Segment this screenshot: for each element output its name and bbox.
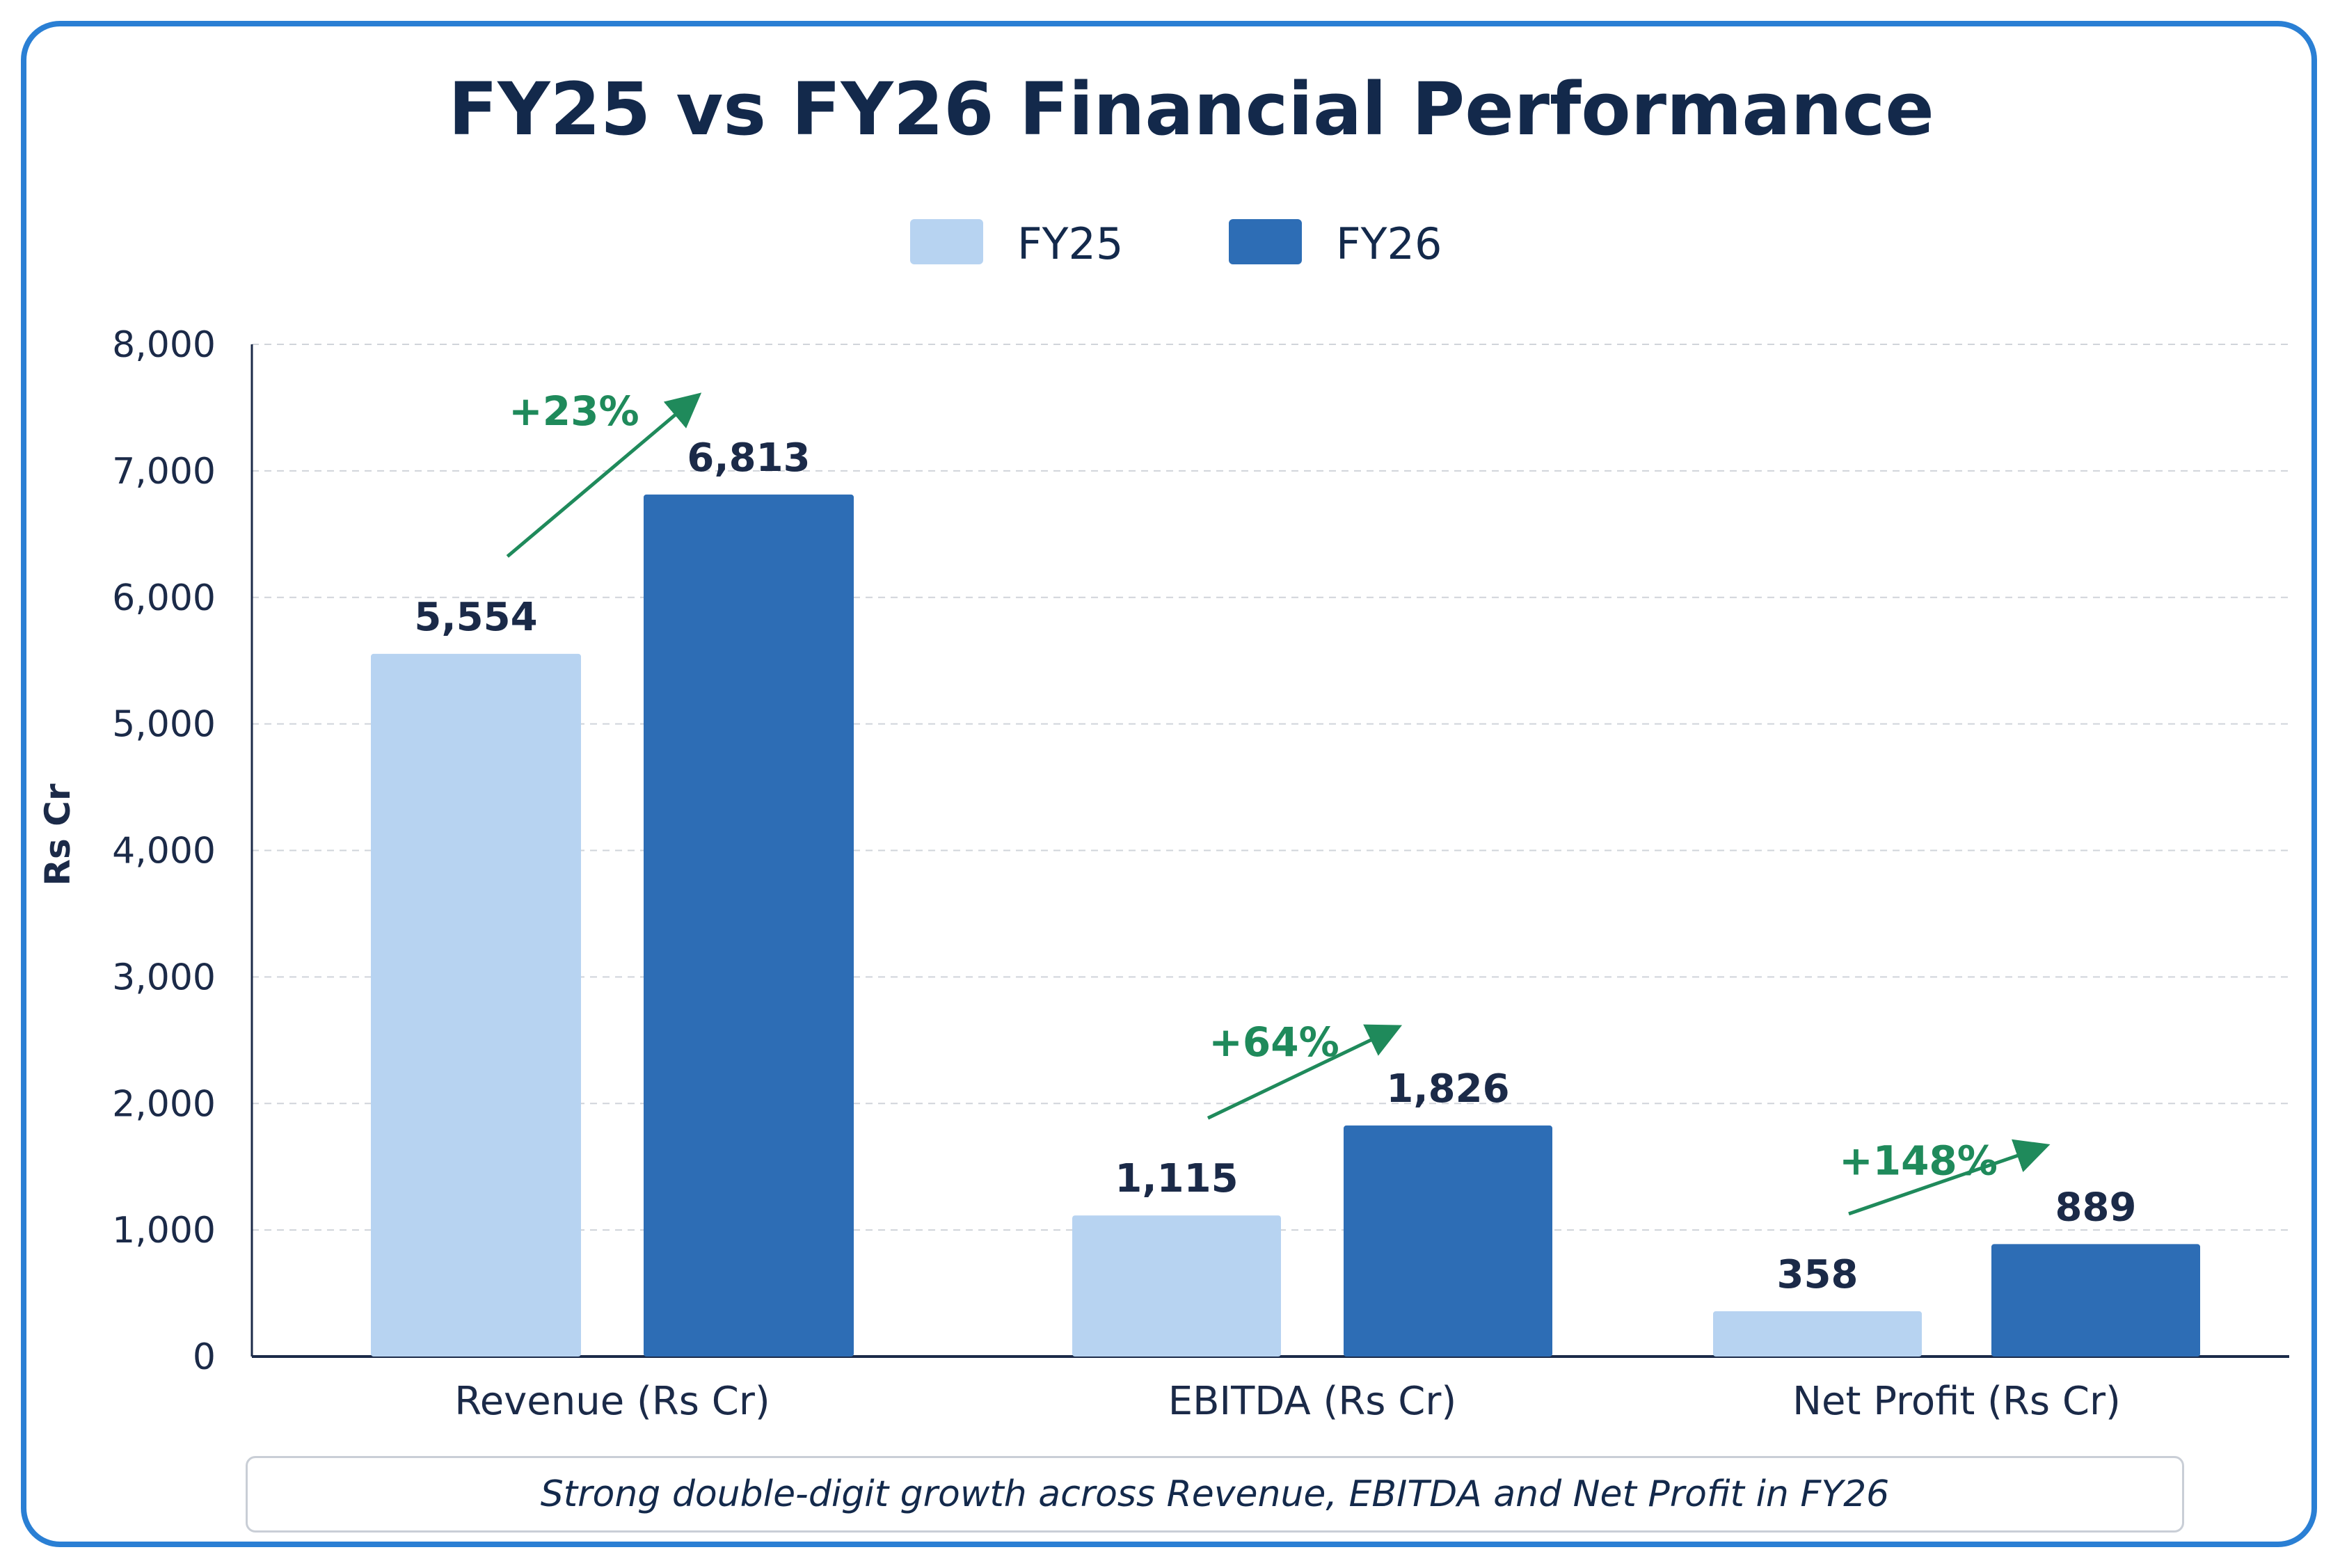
bar-fy26-2 [1991, 1244, 2200, 1357]
note-box: Strong double-digit growth across Revenu… [246, 1456, 2184, 1533]
y-tick-label: 6,000 [112, 577, 216, 619]
y-tick-label: 1,000 [112, 1210, 216, 1251]
y-tick-label: 8,000 [112, 324, 216, 366]
value-labels: 5,554 6,813 1,115 1,826 358 889 [414, 435, 2136, 1297]
value-label-fy25-0: 5,554 [414, 595, 537, 640]
bar-fy25-2 [1713, 1311, 1922, 1357]
legend-swatch-fy25 [910, 219, 983, 264]
bar-fy26-0 [644, 494, 854, 1357]
gridlines [252, 344, 2289, 1231]
legend-swatch-fy26 [1229, 219, 1302, 264]
y-tick-label: 7,000 [112, 451, 216, 493]
y-tick-label: 2,000 [112, 1083, 216, 1125]
value-label-fy26-2: 889 [2055, 1185, 2137, 1230]
growth-arrow-2 [1848, 1139, 2051, 1216]
y-axis-label: Rs Cr [38, 783, 78, 886]
growth-arrow-0 [506, 392, 702, 558]
legend-label-fy25: FY25 [1017, 218, 1123, 269]
growth-annotations: +23% +64% +148% [506, 387, 2051, 1216]
y-axis-ticks: 0 1,000 2,000 3,000 4,000 5,000 6,000 7,000 8,00… [112, 324, 216, 1378]
growth-label-0: +23% [509, 387, 639, 435]
category-labels: Revenue (Rs Cr) EBITDA (Rs Cr) Net Profit … [454, 1379, 2121, 1424]
value-label-fy25-2: 358 [1777, 1252, 1859, 1297]
category-label-0: Revenue (Rs Cr) [454, 1379, 770, 1424]
value-label-fy26-1: 1,826 [1386, 1066, 1509, 1112]
note-text: Strong double-digit growth across Revenu… [540, 1473, 1890, 1515]
y-tick-label: 3,000 [112, 957, 216, 998]
y-tick-label: 5,000 [112, 704, 216, 746]
bar-fy25-0 [371, 653, 581, 1357]
growth-label-2: +148% [1839, 1137, 1998, 1184]
value-label-fy26-0: 6,813 [687, 435, 810, 481]
y-tick-label: 4,000 [112, 831, 216, 872]
y-tick-label: 0 [193, 1336, 216, 1378]
growth-arrow-1 [1207, 1024, 1403, 1120]
bars [371, 494, 2200, 1357]
growth-label-1: +64% [1209, 1018, 1339, 1066]
category-label-2: Net Profit (Rs Cr) [1792, 1379, 2121, 1424]
value-label-fy25-1: 1,115 [1115, 1156, 1238, 1201]
legend-label-fy26: FY26 [1336, 218, 1442, 269]
chart-title: FY25 vs FY26 Financial Performance [448, 67, 1934, 152]
category-label-1: EBITDA (Rs Cr) [1168, 1379, 1456, 1424]
bar-fy25-1 [1072, 1215, 1281, 1357]
bar-fy26-1 [1344, 1125, 1552, 1357]
